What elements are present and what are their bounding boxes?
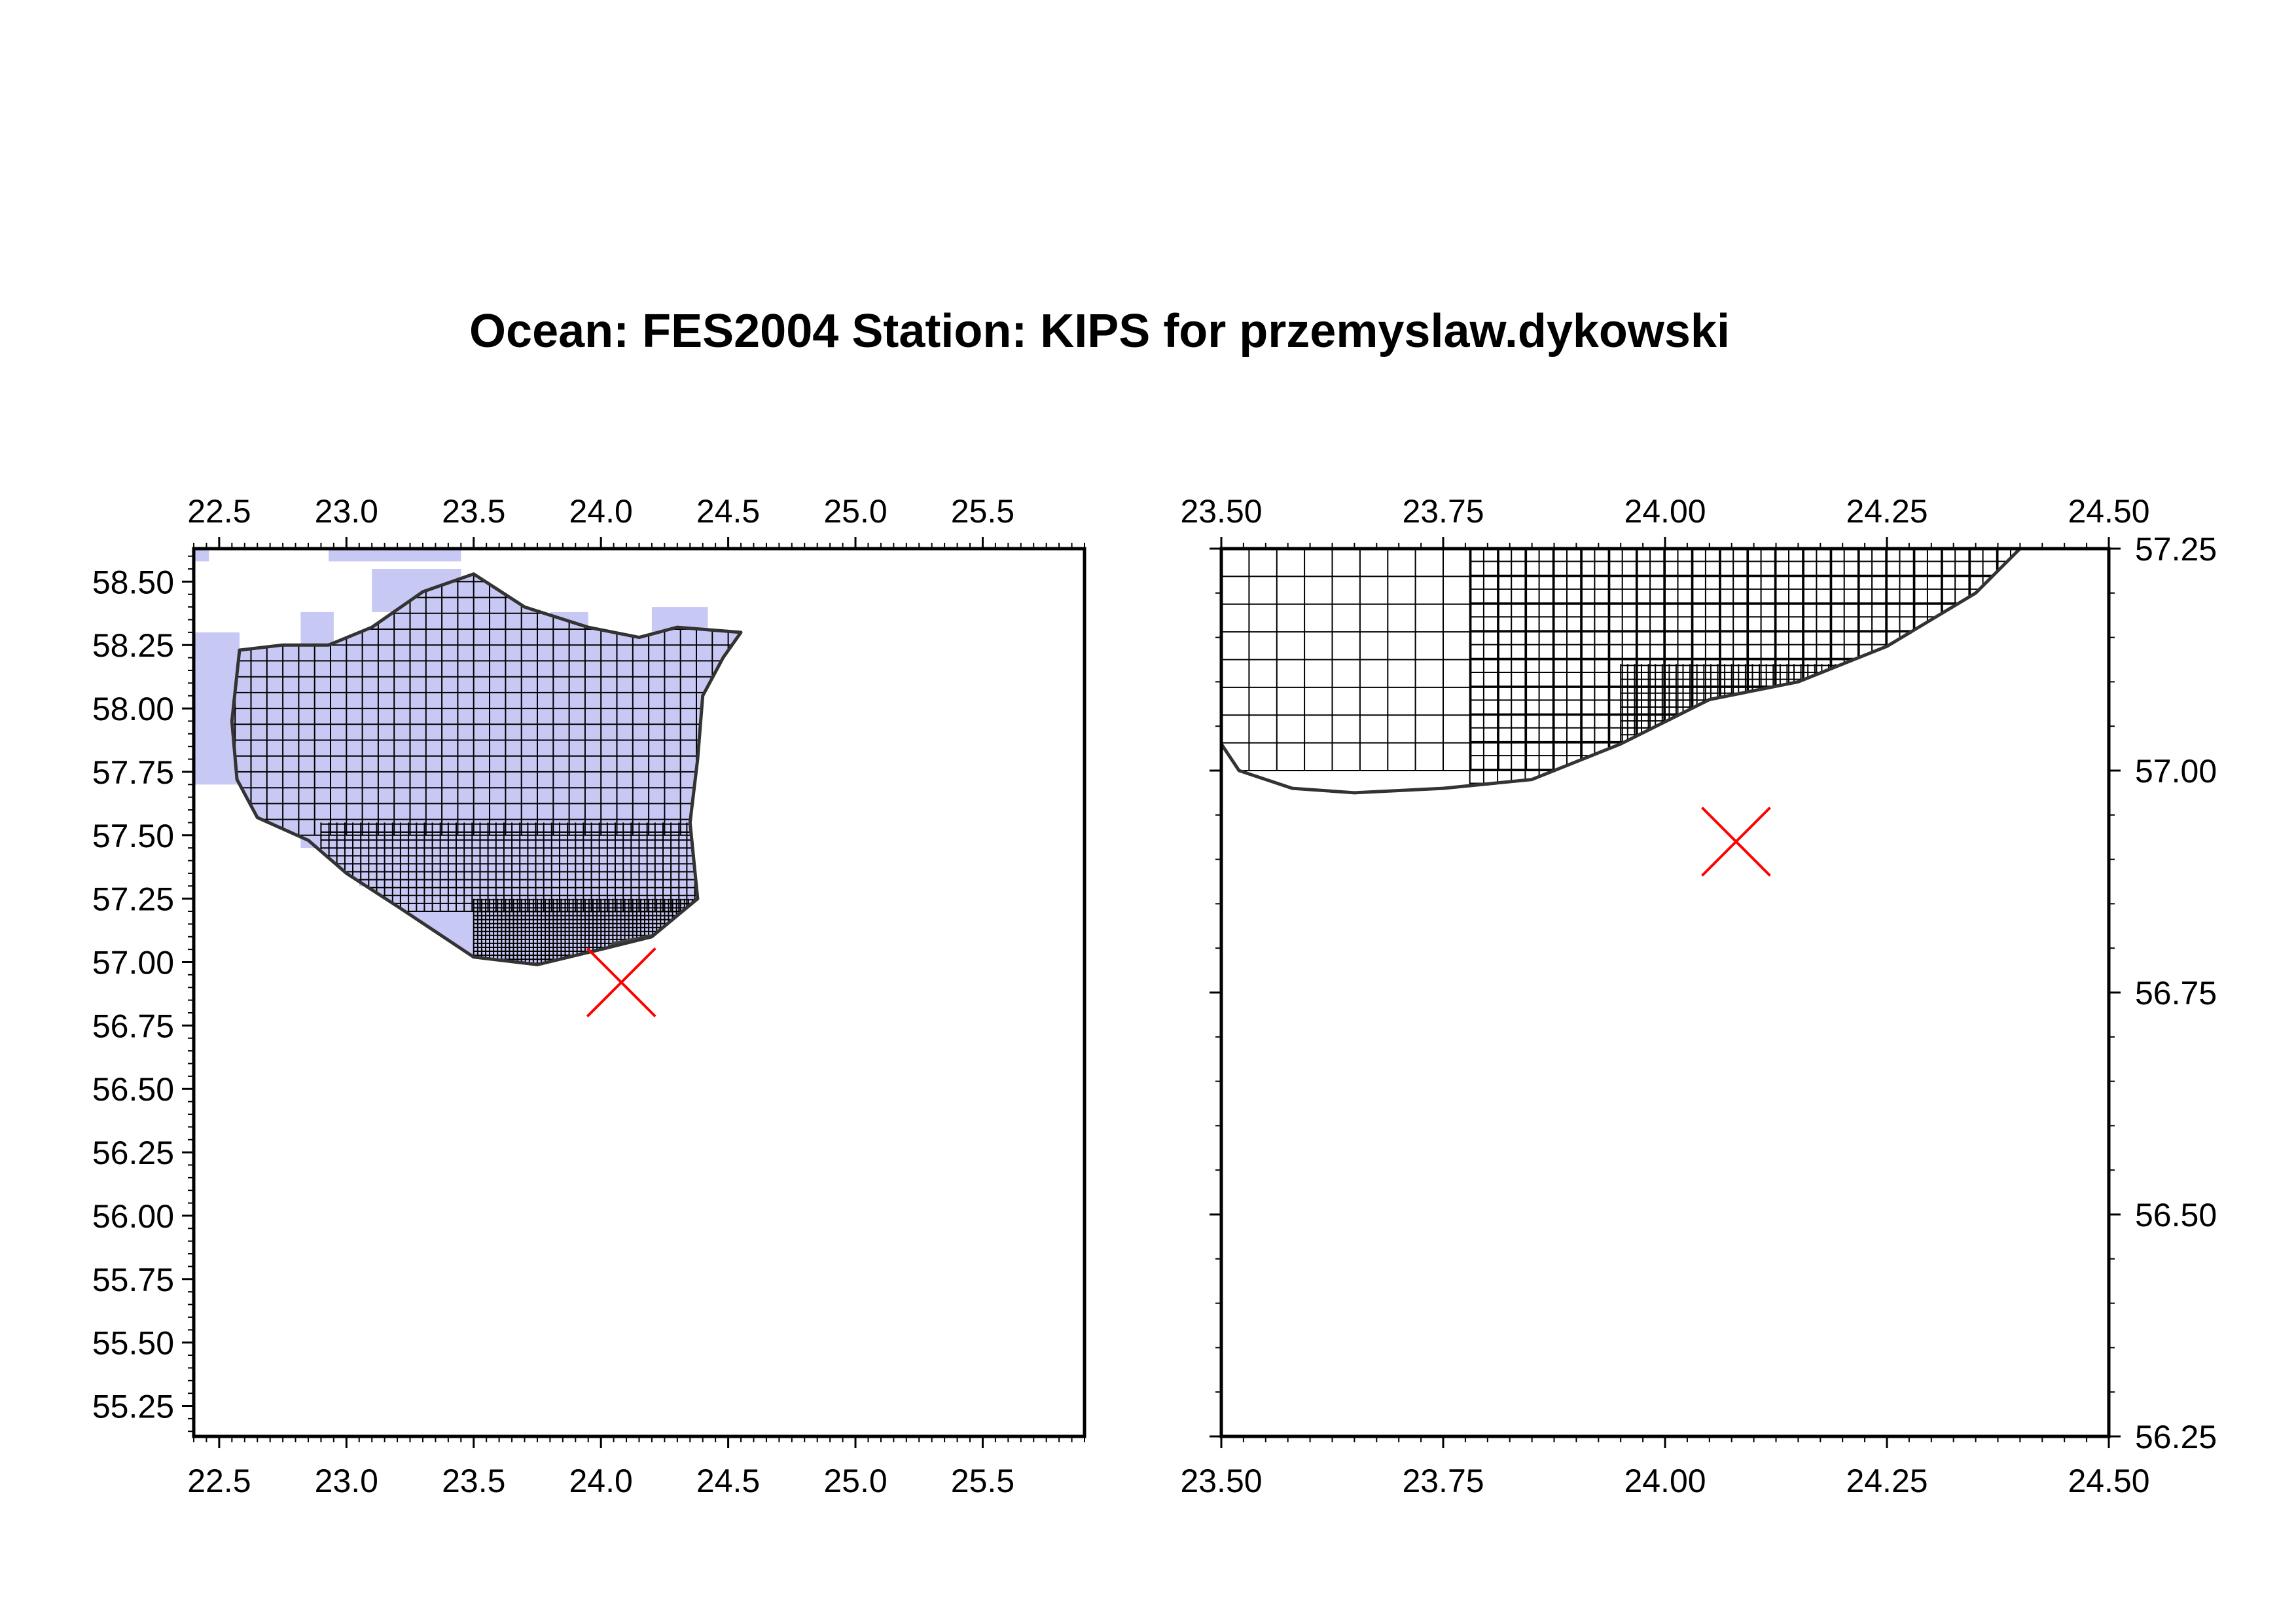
x-tick-label-top: 23.5 bbox=[442, 493, 505, 530]
water-tile bbox=[359, 860, 398, 886]
gulf-water-area bbox=[232, 574, 741, 965]
x-tick-label-top: 25.0 bbox=[823, 493, 887, 530]
zoom-coastline bbox=[1219, 547, 2022, 795]
x-tick-label-top: 22.5 bbox=[187, 493, 251, 530]
y-tick-label: 56.50 bbox=[92, 1071, 174, 1108]
zoom-x-axis-bottom: 23.50 23.75 24.00 24.25 24.50 bbox=[1180, 1463, 2149, 1499]
y-tick-label: 56.75 bbox=[92, 1008, 174, 1044]
x-tick-label-bottom: 25.0 bbox=[823, 1463, 887, 1499]
x-tick-label-top: 25.5 bbox=[951, 493, 1014, 530]
zoom-ticks bbox=[1210, 537, 2121, 1448]
y-tick-label: 55.25 bbox=[92, 1389, 174, 1425]
y-tick-label: 58.25 bbox=[92, 627, 174, 664]
y-tick-label: 58.50 bbox=[92, 564, 174, 600]
x-tick-label-bottom: 24.0 bbox=[569, 1463, 633, 1499]
mesh-grid-block bbox=[232, 574, 741, 836]
zoom-station-marker bbox=[1701, 807, 1771, 877]
y-tick-label: 56.25 bbox=[2135, 1419, 2217, 1455]
x-tick-label-bottom: 24.25 bbox=[1846, 1463, 1928, 1499]
y-tick-label: 57.25 bbox=[2135, 531, 2217, 568]
x-tick-label-bottom: 24.5 bbox=[696, 1463, 760, 1499]
overview-x-axis-bottom: 22.5 23.0 23.5 24.0 24.5 25.0 25.5 bbox=[187, 1463, 1014, 1499]
y-tick-label: 55.50 bbox=[92, 1325, 174, 1362]
y-tick-label: 56.00 bbox=[92, 1198, 174, 1235]
x-tick-label-top: 24.25 bbox=[1846, 493, 1928, 530]
x-tick-label-top: 24.50 bbox=[2068, 493, 2149, 530]
y-tick-label: 56.75 bbox=[2135, 975, 2217, 1012]
y-tick-label: 57.00 bbox=[92, 945, 174, 981]
x-tick-label-bottom: 23.0 bbox=[315, 1463, 378, 1499]
overview-x-axis-top: 22.5 23.0 23.5 24.0 24.5 25.0 25.5 bbox=[187, 493, 1014, 530]
water-tile bbox=[300, 611, 334, 658]
x-tick-label-top: 24.0 bbox=[569, 493, 633, 530]
water-tile bbox=[194, 549, 209, 562]
y-tick-label: 57.75 bbox=[92, 754, 174, 791]
x-tick-label-bottom: 22.5 bbox=[187, 1463, 251, 1499]
y-tick-label: 56.50 bbox=[2135, 1197, 2217, 1233]
x-tick-label-bottom: 23.50 bbox=[1180, 1463, 1262, 1499]
y-tick-label: 57.00 bbox=[2135, 753, 2217, 790]
x-tick-label-bottom: 23.75 bbox=[1402, 1463, 1484, 1499]
station-marker-stroke bbox=[1701, 807, 1771, 877]
water-tile bbox=[372, 568, 461, 612]
y-tick-label: 58.00 bbox=[92, 691, 174, 727]
x-tick-label-top: 23.50 bbox=[1180, 493, 1262, 530]
water-tile bbox=[329, 549, 461, 562]
x-tick-label-top: 24.00 bbox=[1624, 493, 1706, 530]
y-tick-label: 57.50 bbox=[92, 818, 174, 854]
x-tick-label-top: 24.5 bbox=[696, 493, 760, 530]
zoom-map: 23.50 23.75 24.00 24.25 24.50 23.50 23.75 24.0… bbox=[1180, 493, 2217, 1499]
y-tick-label: 56.25 bbox=[92, 1135, 174, 1171]
overview-ticks bbox=[182, 537, 1085, 1448]
zoom-x-axis-top: 23.50 23.75 24.00 24.25 24.50 bbox=[1180, 493, 2149, 530]
overview-map: 22.5 23.0 23.5 24.0 24.5 25.0 25.5 22.5 23.0 23.… bbox=[92, 493, 1086, 1499]
overview-coastline bbox=[230, 572, 743, 966]
x-tick-label-bottom: 23.5 bbox=[442, 1463, 505, 1499]
x-tick-label-bottom: 25.5 bbox=[951, 1463, 1014, 1499]
mesh-grid-block bbox=[1221, 549, 2020, 771]
x-tick-label-bottom: 24.00 bbox=[1624, 1463, 1706, 1499]
mesh-grid-block bbox=[1620, 664, 2020, 793]
x-tick-label-bottom: 24.50 bbox=[2068, 1463, 2149, 1499]
overview-water-fill bbox=[194, 549, 741, 965]
zoom-mesh-grid bbox=[1221, 549, 2020, 793]
y-tick-label: 57.25 bbox=[92, 881, 174, 918]
y-tick-label: 55.75 bbox=[92, 1262, 174, 1298]
x-tick-label-top: 23.75 bbox=[1402, 493, 1484, 530]
overview-station-marker bbox=[586, 947, 656, 1017]
overview-y-axis-left: 58.50 58.25 58.00 57.75 57.50 57.25 57.00 56.75… bbox=[92, 564, 174, 1425]
station-marker-stroke bbox=[586, 947, 656, 1017]
figure-title: Ocean: FES2004 Station: KIPS for przemys… bbox=[469, 305, 1730, 357]
x-tick-label-top: 23.0 bbox=[315, 493, 378, 530]
zoom-y-axis-right: 57.25 57.00 56.75 56.50 56.25 bbox=[2135, 531, 2217, 1455]
